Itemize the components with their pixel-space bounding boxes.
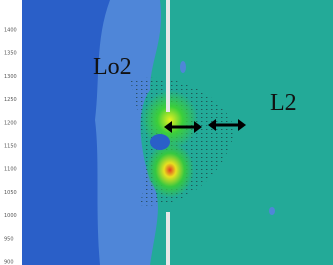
high-speed-zone bbox=[146, 142, 194, 198]
y-tick-label: 1350 bbox=[4, 51, 17, 57]
spot bbox=[269, 207, 275, 215]
vortex-core bbox=[150, 134, 170, 150]
flow-field: Lo2 L2 140013501300125012001150110010501… bbox=[0, 0, 333, 265]
y-tick-label: 950 bbox=[4, 236, 14, 242]
region-label: Lo2 bbox=[93, 54, 132, 80]
y-tick-label: 1400 bbox=[4, 28, 17, 34]
y-tick-label: 1100 bbox=[4, 167, 17, 173]
y-tick-label: 1050 bbox=[4, 190, 17, 196]
y-tick-label: 1300 bbox=[4, 74, 17, 80]
page: Lo2 L2 140013501300125012001150110010501… bbox=[0, 0, 333, 265]
y-tick-label: 1000 bbox=[4, 213, 17, 219]
y-tick-label: 1250 bbox=[4, 97, 17, 103]
y-axis: 1400 1350 1300 1250 1200 1150 1100 1050 1000 950 9… bbox=[4, 28, 17, 265]
spot bbox=[180, 61, 186, 73]
region-label: L2 bbox=[270, 90, 297, 116]
wall bbox=[166, 0, 170, 112]
y-tick-label: 1150 bbox=[4, 144, 17, 150]
wall bbox=[166, 212, 170, 265]
y-tick-label: 1200 bbox=[4, 120, 17, 126]
y-tick-label: 900 bbox=[4, 260, 14, 265]
